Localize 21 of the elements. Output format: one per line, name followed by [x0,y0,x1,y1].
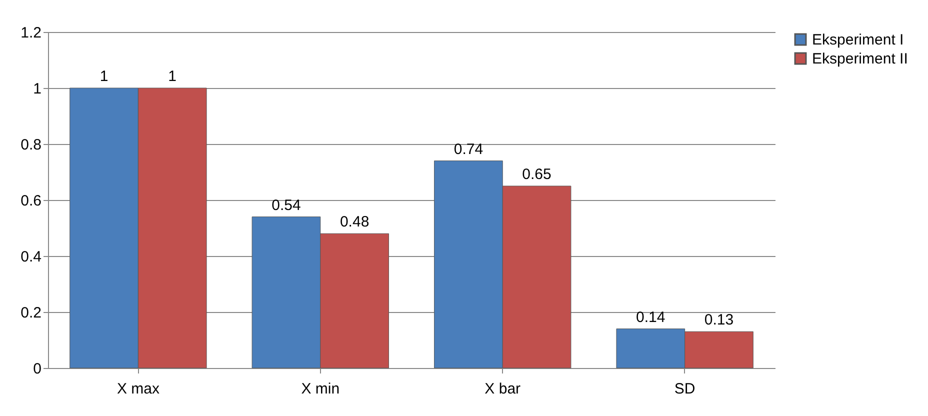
data-label: 1 [100,68,108,85]
y-tick-label: 0 [33,360,42,378]
data-label: 0.65 [522,166,552,183]
y-tick-label: 0.2 [20,304,42,322]
x-tick-label: SD [674,380,696,398]
data-label: 1 [168,68,177,85]
x-tick-label: X min [301,380,340,398]
y-tick-label: 0.6 [20,192,42,210]
x-tick-label: X max [116,380,160,398]
y-tick-label: 1 [33,80,42,98]
data-label: 0.14 [636,308,666,326]
x-tick-label: X bar [484,380,521,398]
data-label: 0.54 [272,196,301,214]
y-tick-label: 1.2 [20,24,42,42]
y-tick-label: 0.8 [20,136,42,154]
data-label: 0.13 [704,312,734,329]
legend-label: Eksperiment II [812,50,908,68]
legend-label: Eksperiment I [812,32,904,48]
data-label: 0.48 [340,214,370,231]
y-tick-label: 0.4 [20,248,42,266]
data-label: 0.74 [454,140,484,158]
